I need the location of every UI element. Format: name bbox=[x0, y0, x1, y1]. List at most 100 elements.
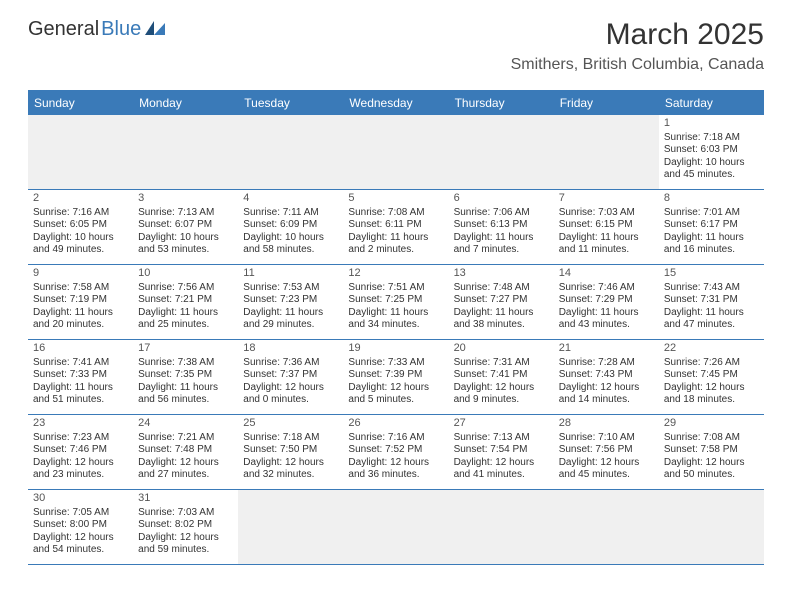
calendar-day: 5Sunrise: 7:08 AMSunset: 6:11 PMDaylight… bbox=[343, 190, 448, 264]
day-sunset: Sunset: 7:31 PM bbox=[664, 294, 759, 307]
location-subtitle: Smithers, British Columbia, Canada bbox=[511, 56, 764, 74]
day-sunrise: Sunrise: 7:33 AM bbox=[348, 357, 443, 370]
day-daylight: Daylight: 11 hours and 29 minutes. bbox=[243, 307, 338, 332]
day-number: 2 bbox=[33, 192, 128, 206]
calendar-week-row: 30Sunrise: 7:05 AMSunset: 8:00 PMDayligh… bbox=[28, 490, 764, 565]
day-sunrise: Sunrise: 7:13 AM bbox=[454, 432, 549, 445]
calendar-day: 29Sunrise: 7:08 AMSunset: 7:58 PMDayligh… bbox=[659, 415, 764, 489]
day-daylight: Daylight: 11 hours and 47 minutes. bbox=[664, 307, 759, 332]
day-daylight: Daylight: 11 hours and 20 minutes. bbox=[33, 307, 128, 332]
calendar-day: 16Sunrise: 7:41 AMSunset: 7:33 PMDayligh… bbox=[28, 340, 133, 414]
day-daylight: Daylight: 11 hours and 43 minutes. bbox=[559, 307, 654, 332]
calendar-day: 19Sunrise: 7:33 AMSunset: 7:39 PMDayligh… bbox=[343, 340, 448, 414]
day-number: 11 bbox=[243, 267, 338, 281]
day-number: 17 bbox=[138, 342, 233, 356]
day-number: 16 bbox=[33, 342, 128, 356]
day-daylight: Daylight: 10 hours and 53 minutes. bbox=[138, 232, 233, 257]
calendar-day-blank bbox=[133, 115, 238, 189]
day-sunset: Sunset: 6:05 PM bbox=[33, 219, 128, 232]
day-sunset: Sunset: 6:17 PM bbox=[664, 219, 759, 232]
day-daylight: Daylight: 11 hours and 16 minutes. bbox=[664, 232, 759, 257]
day-sunset: Sunset: 7:54 PM bbox=[454, 444, 549, 457]
calendar-day: 11Sunrise: 7:53 AMSunset: 7:23 PMDayligh… bbox=[238, 265, 343, 339]
day-of-week-header: Saturday bbox=[659, 91, 764, 115]
day-sunrise: Sunrise: 7:26 AM bbox=[664, 357, 759, 370]
day-number: 7 bbox=[559, 192, 654, 206]
calendar-day: 4Sunrise: 7:11 AMSunset: 6:09 PMDaylight… bbox=[238, 190, 343, 264]
day-sunset: Sunset: 7:37 PM bbox=[243, 369, 338, 382]
day-number: 3 bbox=[138, 192, 233, 206]
calendar-day-blank bbox=[449, 115, 554, 189]
day-sunset: Sunset: 6:03 PM bbox=[664, 144, 759, 157]
day-daylight: Daylight: 12 hours and 18 minutes. bbox=[664, 382, 759, 407]
calendar-day-blank bbox=[238, 490, 343, 564]
day-number: 22 bbox=[664, 342, 759, 356]
day-sunrise: Sunrise: 7:48 AM bbox=[454, 282, 549, 295]
day-number: 20 bbox=[454, 342, 549, 356]
day-sunrise: Sunrise: 7:13 AM bbox=[138, 207, 233, 220]
day-number: 15 bbox=[664, 267, 759, 281]
day-sunrise: Sunrise: 7:46 AM bbox=[559, 282, 654, 295]
day-sunrise: Sunrise: 7:31 AM bbox=[454, 357, 549, 370]
day-number: 21 bbox=[559, 342, 654, 356]
day-sunrise: Sunrise: 7:01 AM bbox=[664, 207, 759, 220]
day-daylight: Daylight: 11 hours and 7 minutes. bbox=[454, 232, 549, 257]
day-daylight: Daylight: 12 hours and 9 minutes. bbox=[454, 382, 549, 407]
day-sunrise: Sunrise: 7:38 AM bbox=[138, 357, 233, 370]
day-sunrise: Sunrise: 7:18 AM bbox=[243, 432, 338, 445]
day-number: 10 bbox=[138, 267, 233, 281]
calendar-day: 13Sunrise: 7:48 AMSunset: 7:27 PMDayligh… bbox=[449, 265, 554, 339]
page-title: March 2025 bbox=[511, 18, 764, 52]
day-daylight: Daylight: 12 hours and 14 minutes. bbox=[559, 382, 654, 407]
calendar-day: 30Sunrise: 7:05 AMSunset: 8:00 PMDayligh… bbox=[28, 490, 133, 564]
calendar-day: 7Sunrise: 7:03 AMSunset: 6:15 PMDaylight… bbox=[554, 190, 659, 264]
day-sunset: Sunset: 7:52 PM bbox=[348, 444, 443, 457]
day-sunset: Sunset: 7:25 PM bbox=[348, 294, 443, 307]
day-daylight: Daylight: 12 hours and 41 minutes. bbox=[454, 457, 549, 482]
calendar-week-row: 23Sunrise: 7:23 AMSunset: 7:46 PMDayligh… bbox=[28, 415, 764, 490]
day-number: 31 bbox=[138, 492, 233, 506]
day-sunset: Sunset: 7:27 PM bbox=[454, 294, 549, 307]
calendar-day: 14Sunrise: 7:46 AMSunset: 7:29 PMDayligh… bbox=[554, 265, 659, 339]
day-number: 12 bbox=[348, 267, 443, 281]
day-sunset: Sunset: 7:58 PM bbox=[664, 444, 759, 457]
day-sunset: Sunset: 7:33 PM bbox=[33, 369, 128, 382]
calendar-week-row: 9Sunrise: 7:58 AMSunset: 7:19 PMDaylight… bbox=[28, 265, 764, 340]
day-sunrise: Sunrise: 7:58 AM bbox=[33, 282, 128, 295]
day-number: 18 bbox=[243, 342, 338, 356]
day-sunset: Sunset: 6:09 PM bbox=[243, 219, 338, 232]
day-daylight: Daylight: 11 hours and 51 minutes. bbox=[33, 382, 128, 407]
day-sunset: Sunset: 7:23 PM bbox=[243, 294, 338, 307]
calendar-day-blank bbox=[554, 490, 659, 564]
day-of-week-header: Monday bbox=[133, 91, 238, 115]
calendar-day: 26Sunrise: 7:16 AMSunset: 7:52 PMDayligh… bbox=[343, 415, 448, 489]
calendar-week-row: 1Sunrise: 7:18 AMSunset: 6:03 PMDaylight… bbox=[28, 115, 764, 190]
day-sunrise: Sunrise: 7:23 AM bbox=[33, 432, 128, 445]
calendar-day-blank bbox=[343, 115, 448, 189]
day-sunrise: Sunrise: 7:08 AM bbox=[348, 207, 443, 220]
calendar-day: 28Sunrise: 7:10 AMSunset: 7:56 PMDayligh… bbox=[554, 415, 659, 489]
calendar-day-blank bbox=[28, 115, 133, 189]
day-sunrise: Sunrise: 7:16 AM bbox=[33, 207, 128, 220]
day-daylight: Daylight: 12 hours and 23 minutes. bbox=[33, 457, 128, 482]
day-number: 27 bbox=[454, 417, 549, 431]
day-sunset: Sunset: 7:35 PM bbox=[138, 369, 233, 382]
day-daylight: Daylight: 12 hours and 36 minutes. bbox=[348, 457, 443, 482]
day-sunset: Sunset: 8:02 PM bbox=[138, 519, 233, 532]
logo-text-blue: Blue bbox=[101, 18, 141, 41]
day-sunrise: Sunrise: 7:51 AM bbox=[348, 282, 443, 295]
calendar-day: 21Sunrise: 7:28 AMSunset: 7:43 PMDayligh… bbox=[554, 340, 659, 414]
day-sunrise: Sunrise: 7:03 AM bbox=[559, 207, 654, 220]
day-of-week-header: Tuesday bbox=[238, 91, 343, 115]
day-number: 4 bbox=[243, 192, 338, 206]
header: General Blue March 2025 Smithers, Britis… bbox=[0, 0, 792, 82]
day-number: 6 bbox=[454, 192, 549, 206]
day-number: 5 bbox=[348, 192, 443, 206]
calendar-day: 25Sunrise: 7:18 AMSunset: 7:50 PMDayligh… bbox=[238, 415, 343, 489]
calendar-day: 10Sunrise: 7:56 AMSunset: 7:21 PMDayligh… bbox=[133, 265, 238, 339]
calendar-day: 1Sunrise: 7:18 AMSunset: 6:03 PMDaylight… bbox=[659, 115, 764, 189]
day-daylight: Daylight: 10 hours and 45 minutes. bbox=[664, 157, 759, 182]
day-sunset: Sunset: 7:19 PM bbox=[33, 294, 128, 307]
day-daylight: Daylight: 12 hours and 50 minutes. bbox=[664, 457, 759, 482]
calendar-day: 18Sunrise: 7:36 AMSunset: 7:37 PMDayligh… bbox=[238, 340, 343, 414]
